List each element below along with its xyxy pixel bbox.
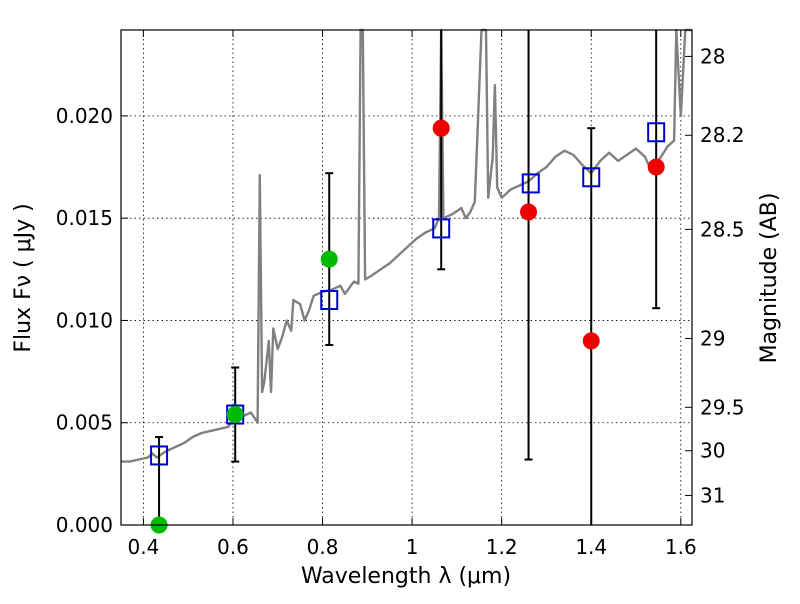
x-axis-label: Wavelength λ (μm): [301, 564, 511, 589]
y-tick-label: 0.020: [56, 104, 113, 128]
plot-area: [121, 28, 692, 534]
y-tick-label: 0.015: [56, 206, 113, 230]
nondetection-point: [647, 158, 665, 176]
nondetection-point: [520, 203, 538, 221]
x-tick-label: 1: [406, 535, 419, 559]
right-tick-label: 29: [700, 326, 725, 350]
x-axis-ticks: 0.4 0.6 0.8 1 1.2 1.4 1.6: [127, 30, 697, 559]
y-tick-label: 0.010: [56, 308, 113, 332]
model-photometry-square: [647, 122, 666, 143]
nondetection-point: [582, 332, 600, 350]
right-tick-label: 31: [700, 483, 725, 507]
error-bars: [155, 30, 661, 525]
right-tick-label: 29.5: [700, 395, 745, 419]
x-tick-label: 0.4: [127, 535, 159, 559]
right-tick-label: 28.2: [700, 123, 745, 147]
y-axis-label: Flux Fν ( μJy ): [11, 203, 36, 352]
detection-markers: [150, 250, 338, 534]
right-axis-label: Magnitude (AB): [757, 193, 782, 364]
y-axis-ticks: 0.000 0.005 0.010 0.015 0.020: [56, 104, 128, 537]
right-tick-label: 30: [700, 439, 725, 463]
model-photometry-square: [521, 173, 540, 194]
x-tick-label: 0.6: [217, 535, 249, 559]
x-tick-label: 1.2: [486, 535, 518, 559]
x-tick-label: 0.8: [307, 535, 339, 559]
detection-point: [320, 250, 338, 268]
y-tick-label: 0.000: [56, 513, 113, 537]
nondetection-point: [432, 119, 450, 137]
model-photometry-square: [150, 445, 169, 466]
right-axis-ticks: 28 28.2 28.5 29 29.5 30 31: [685, 44, 745, 507]
model-photometry-markers: [150, 122, 666, 466]
model-photometry-square: [320, 290, 339, 310]
model-photometry-square: [432, 218, 451, 239]
right-tick-label: 28.5: [700, 217, 745, 241]
model-spectrum-line: [121, 28, 692, 463]
plot-frame: [120, 29, 693, 526]
x-tick-label: 1.4: [575, 535, 607, 559]
grid: [121, 30, 692, 525]
detection-point: [226, 406, 244, 424]
y-tick-label: 0.005: [56, 411, 113, 435]
right-tick-label: 28: [700, 44, 725, 68]
nondetection-markers: [432, 119, 665, 350]
x-tick-label: 1.6: [665, 535, 697, 559]
model-photometry-square: [582, 167, 601, 188]
